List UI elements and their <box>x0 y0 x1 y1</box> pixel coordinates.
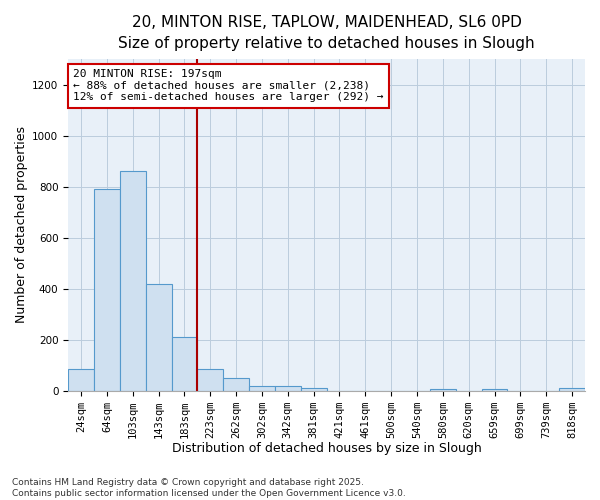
Bar <box>146 284 172 391</box>
Bar <box>249 386 275 390</box>
Text: 20 MINTON RISE: 197sqm
← 88% of detached houses are smaller (2,238)
12% of semi-: 20 MINTON RISE: 197sqm ← 88% of detached… <box>73 69 384 102</box>
X-axis label: Distribution of detached houses by size in Slough: Distribution of detached houses by size … <box>172 442 481 455</box>
Bar <box>197 369 223 390</box>
Y-axis label: Number of detached properties: Number of detached properties <box>15 126 28 324</box>
Bar <box>559 388 585 390</box>
Bar <box>172 337 197 390</box>
Bar <box>301 388 326 390</box>
Bar <box>120 172 146 390</box>
Bar <box>94 189 120 390</box>
Text: Contains HM Land Registry data © Crown copyright and database right 2025.
Contai: Contains HM Land Registry data © Crown c… <box>12 478 406 498</box>
Bar <box>275 386 301 390</box>
Title: 20, MINTON RISE, TAPLOW, MAIDENHEAD, SL6 0PD
Size of property relative to detach: 20, MINTON RISE, TAPLOW, MAIDENHEAD, SL6… <box>118 15 535 51</box>
Bar <box>68 369 94 390</box>
Bar <box>223 378 249 390</box>
